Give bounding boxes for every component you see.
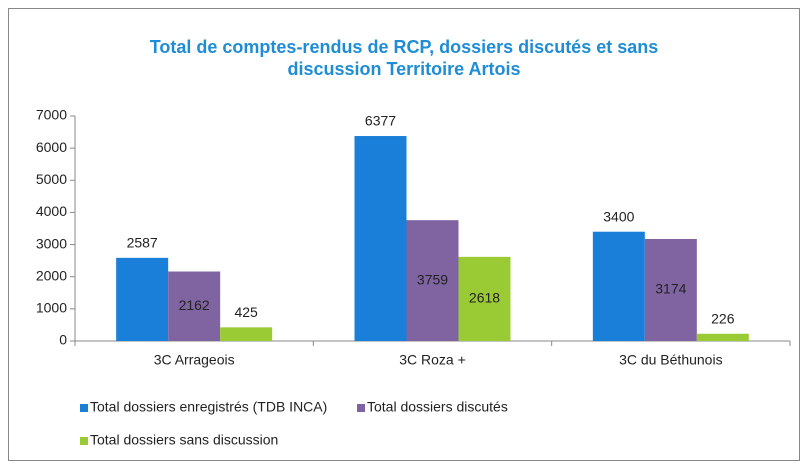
legend-swatch <box>357 404 365 412</box>
legend-swatch <box>80 404 88 412</box>
data-label: 6377 <box>365 113 396 129</box>
bar <box>220 327 273 341</box>
x-tick-label: 3C du Béthunois <box>619 352 723 368</box>
y-tick-label: 3000 <box>36 235 67 251</box>
bar <box>406 220 459 341</box>
bar <box>696 333 749 341</box>
y-tick-label: 5000 <box>36 171 67 187</box>
bar <box>116 257 169 341</box>
bar <box>644 238 697 341</box>
bar <box>354 136 407 341</box>
chart-title: Total de comptes-rendus de RCP, dossiers… <box>149 37 659 79</box>
legend-label: Total dossiers enregistrés (TDB INCA) <box>90 399 327 415</box>
y-tick-label: 0 <box>59 332 67 348</box>
y-tick-label: 4000 <box>36 203 67 219</box>
data-label: 3400 <box>603 208 634 224</box>
legend-label: Total dossiers discutés <box>367 399 508 415</box>
y-tick-label: 7000 <box>36 107 67 123</box>
bar <box>592 231 645 341</box>
bar <box>168 271 221 341</box>
x-tick-label: 3C Roza + <box>399 352 466 368</box>
y-tick-label: 6000 <box>36 139 67 155</box>
data-label: 2162 <box>179 297 210 313</box>
x-tick-label: 3C Arrageois <box>154 352 235 368</box>
legend-swatch <box>80 437 88 445</box>
y-tick-label: 2000 <box>36 267 67 283</box>
bar <box>458 256 511 341</box>
y-tick-label: 1000 <box>36 300 67 316</box>
data-label: 3174 <box>655 281 686 297</box>
data-label: 226 <box>711 310 735 326</box>
data-label: 2587 <box>127 235 158 251</box>
data-label: 425 <box>234 304 258 320</box>
legend-label: Total dossiers sans discussion <box>90 432 278 448</box>
data-label: 2618 <box>469 290 500 306</box>
data-label: 3759 <box>417 271 448 287</box>
